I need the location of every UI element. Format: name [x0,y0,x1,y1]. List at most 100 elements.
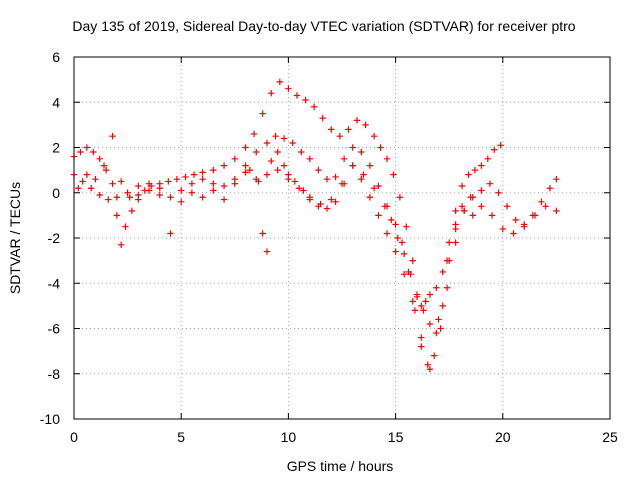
data-point [302,96,309,104]
data-point [360,171,367,178]
data-point [242,162,249,169]
data-point [407,271,414,278]
data-point [87,185,95,192]
data-point [375,182,382,190]
data-point [435,316,442,323]
x-tick-label: 20 [495,429,511,445]
data-point [495,189,502,196]
x-tick-label: 0 [70,429,78,445]
data-point [289,139,296,147]
data-point [478,162,485,169]
data-point [253,148,260,156]
data-point [426,366,434,373]
data-point [478,187,485,194]
data-point [280,135,288,142]
data-point [272,132,279,140]
data-point [178,187,185,194]
data-point [392,221,399,228]
data-point [396,194,404,201]
data-point [242,169,249,176]
data-point [370,132,378,140]
data-point [117,178,125,185]
data-point [510,230,517,237]
data-point [426,291,434,298]
data-point [400,250,408,258]
data-point [109,180,116,187]
data-point [400,271,408,278]
data-point [100,162,108,169]
data-point [409,298,416,305]
series-track-b [70,132,560,368]
data-point [268,90,275,97]
data-point [167,194,174,201]
data-point [461,207,468,215]
y-tick-label: 4 [52,94,60,110]
y-tick-label: -6 [48,321,61,337]
data-point [276,78,284,86]
data-point [422,298,429,305]
data-point [403,223,410,230]
data-point [199,169,206,176]
data-point [366,162,374,169]
data-point [231,180,238,187]
data-point [259,230,266,237]
data-point [542,203,549,210]
data-point [439,302,446,310]
data-point [353,117,361,124]
data-point [135,182,142,190]
data-point [437,325,444,332]
y-tick-label: -4 [48,275,61,291]
data-point [328,126,335,133]
x-tick-label: 25 [602,429,618,445]
data-point [199,194,206,201]
data-point [113,194,121,201]
data-point [503,203,511,210]
data-point [178,198,185,205]
data-point [488,212,496,219]
data-point [102,166,110,174]
data-point [83,171,91,178]
data-point [280,162,288,169]
data-point [319,114,326,122]
data-point [420,307,427,314]
data-point [332,198,339,205]
data-point [469,212,476,219]
y-tick-label: -2 [48,230,61,246]
data-point [418,334,425,341]
data-point [443,257,451,264]
y-tick-label: 0 [52,185,60,201]
data-point [383,155,391,163]
data-point [117,241,125,248]
data-point [418,343,425,350]
data-point [375,212,382,219]
data-point [105,196,112,203]
data-point [250,130,258,138]
data-point [109,132,116,140]
data-point [413,293,421,301]
data-point [165,178,172,185]
data-point [394,234,401,242]
y-tick-label: -10 [40,411,60,427]
data-point [291,178,299,185]
data-point [546,185,554,192]
data-point [199,175,206,183]
data-point [340,180,348,187]
data-point [156,185,163,192]
data-point [295,185,303,192]
y-tick-label: -8 [48,366,61,382]
data-point [328,196,335,203]
data-point [315,203,322,210]
data-point [75,185,82,192]
data-point [167,230,174,237]
data-point [263,171,271,178]
series-track-c [75,132,560,337]
data-point [182,173,189,181]
data-point [512,216,519,224]
data-point [553,207,560,215]
data-point [259,110,266,117]
data-point [124,189,131,196]
data-point [306,196,314,203]
data-point [77,148,84,156]
data-point [484,155,491,163]
